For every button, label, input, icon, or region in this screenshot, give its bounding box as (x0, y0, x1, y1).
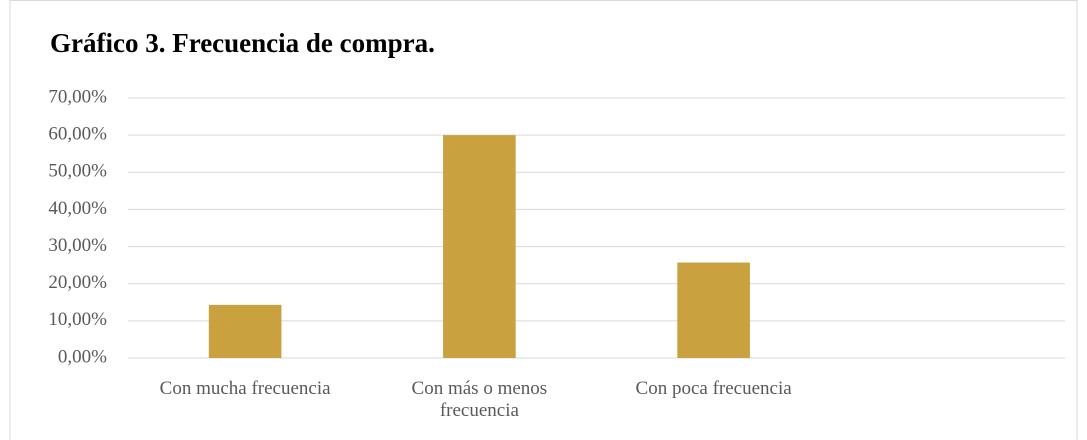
y-tick-label: 10,00% (48, 309, 107, 330)
y-tick-label: 50,00% (48, 161, 107, 182)
y-tick-label: 0,00% (58, 346, 107, 367)
y-tick-label: 20,00% (48, 272, 107, 293)
chart-border (9, 0, 1078, 440)
bar (443, 135, 516, 358)
chart-title: Gráfico 3. Frecuencia de compra. (50, 28, 435, 58)
x-tick-label: Con mucha frecuencia (159, 378, 331, 399)
x-tick-label: Con más o menos frecuencia (411, 378, 548, 421)
x-tick-label: Con poca frecuencia (635, 378, 792, 399)
bar (208, 304, 282, 358)
y-tick-label: 60,00% (48, 124, 107, 145)
y-tick-label: 40,00% (48, 198, 107, 219)
y-tick-label: 30,00% (48, 235, 107, 256)
y-tick-label: 70,00% (48, 86, 107, 107)
bar (677, 262, 750, 358)
